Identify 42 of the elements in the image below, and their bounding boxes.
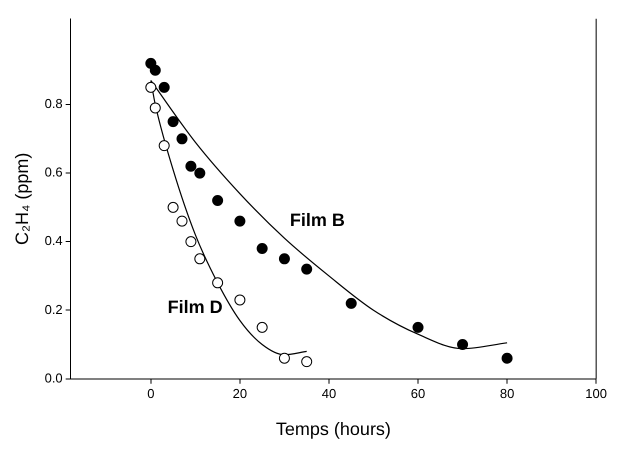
y-tick-label: 0.8 — [44, 96, 63, 112]
point — [301, 264, 312, 275]
y-tick-label: 0.2 — [44, 302, 63, 317]
point — [176, 133, 188, 144]
point — [185, 160, 196, 172]
point — [150, 64, 161, 76]
y-tick-label: 0.0 — [44, 370, 63, 386]
y-tick-label: 0.6 — [44, 164, 63, 180]
x-axis-title: Temps (hours) — [276, 419, 391, 440]
x-tick-label: 20 — [232, 386, 248, 402]
point — [194, 168, 206, 179]
point — [168, 116, 179, 128]
point — [346, 298, 357, 309]
point — [412, 322, 424, 333]
point — [158, 140, 170, 152]
point — [145, 82, 156, 93]
point — [212, 277, 224, 288]
point — [176, 216, 188, 227]
point — [256, 243, 268, 254]
point — [278, 352, 290, 364]
point — [234, 294, 246, 306]
series-label: Film B — [290, 210, 345, 230]
point — [158, 82, 170, 93]
point — [457, 339, 468, 350]
y-tick-label: 0.4 — [44, 233, 63, 248]
point — [234, 216, 246, 227]
series-label: Film D — [168, 296, 223, 317]
x-tick-label: 60 — [410, 386, 426, 402]
point — [301, 356, 312, 368]
y-axis-title: C₂H₄ (ppm) — [12, 152, 32, 245]
point — [150, 102, 161, 114]
point — [185, 236, 196, 248]
point — [168, 202, 179, 213]
point — [194, 253, 206, 264]
x-tick-label: 100 — [585, 386, 608, 402]
point — [212, 195, 224, 206]
point — [256, 322, 268, 333]
x-tick-label: 80 — [500, 386, 514, 402]
point — [502, 352, 513, 364]
point — [278, 253, 290, 264]
x-tick-label: 0 — [147, 386, 154, 402]
x-tick-label: 40 — [322, 386, 336, 402]
